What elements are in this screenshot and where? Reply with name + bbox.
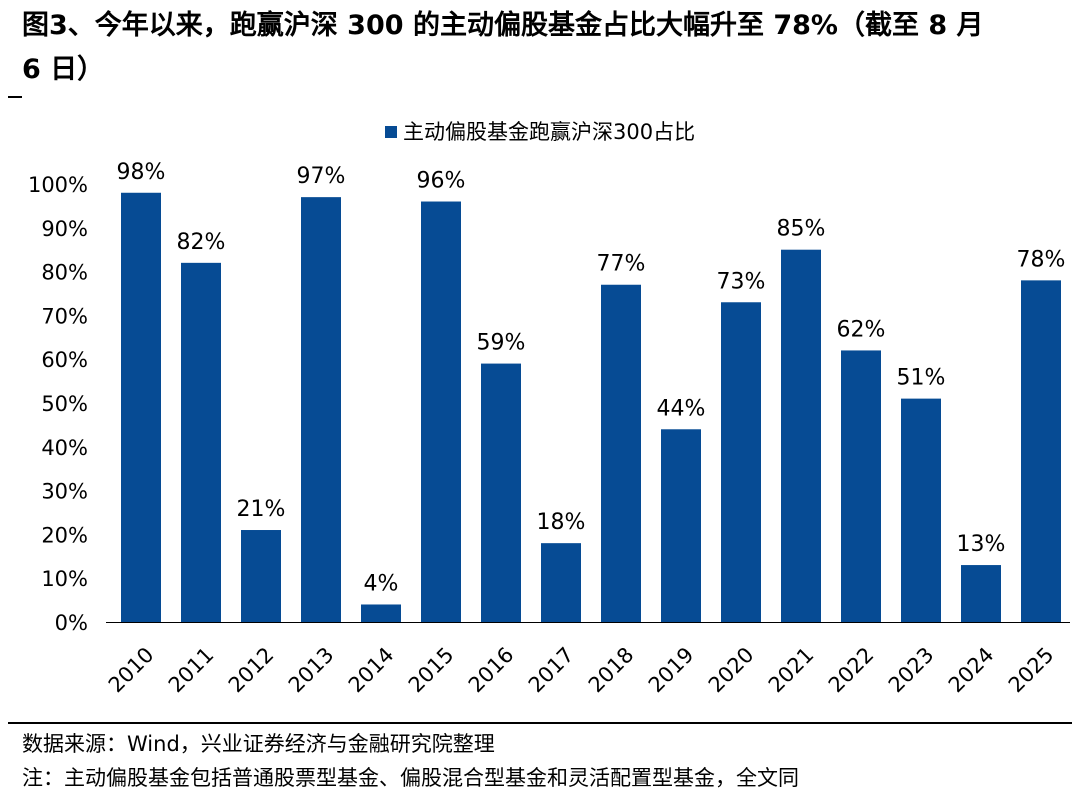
bar-2024	[961, 565, 1001, 622]
data-label-2021: 85%	[777, 217, 826, 242]
bar-2013	[301, 197, 341, 622]
y-tick-label: 50%	[41, 392, 88, 416]
data-label-2025: 78%	[1017, 247, 1066, 272]
footer-rule	[8, 722, 1072, 724]
bar-2025	[1021, 280, 1061, 622]
bar-2019	[661, 429, 701, 622]
figure-title: 图3、今年以来，跑赢沪深 300 的主动偏股基金占比大幅升至 78%（截至 8 …	[22, 4, 1062, 92]
data-label-2019: 44%	[657, 396, 706, 421]
x-tick-label-2024: 2024	[944, 643, 999, 698]
data-label-2023: 51%	[897, 366, 946, 391]
data-label-2020: 73%	[717, 269, 766, 294]
bar-2010	[121, 192, 161, 622]
bar-2023	[901, 398, 941, 622]
bar-2011	[181, 262, 221, 622]
bar-2017	[541, 543, 581, 622]
data-label-2024: 13%	[957, 532, 1006, 557]
y-tick-label: 10%	[41, 567, 88, 591]
title-rule	[8, 96, 22, 98]
x-tick-label-2017: 2017	[524, 643, 579, 698]
y-tick-label: 60%	[41, 348, 88, 372]
x-tick-label-2022: 2022	[824, 643, 879, 698]
y-tick-label: 90%	[41, 217, 88, 241]
y-tick-label: 40%	[41, 436, 88, 460]
x-tick-label-2011: 2011	[164, 643, 219, 698]
y-tick-label: 0%	[55, 611, 88, 635]
data-label-2015: 96%	[417, 169, 466, 194]
x-tick-label-2023: 2023	[884, 643, 939, 698]
legend-swatch	[385, 126, 397, 138]
x-tick-label-2013: 2013	[284, 643, 339, 698]
figure-title-line-1: 图3、今年以来，跑赢沪深 300 的主动偏股基金占比大幅升至 78%（截至 8 …	[22, 10, 984, 41]
bar-2016	[481, 363, 521, 622]
bar-2020	[721, 302, 761, 622]
x-tick-label-2014: 2014	[344, 643, 399, 698]
x-tick-label-2010: 2010	[104, 643, 159, 698]
x-tick-label-2015: 2015	[404, 643, 459, 698]
bar-2014	[361, 604, 401, 622]
data-label-2011: 82%	[177, 230, 226, 255]
x-tick-label-2020: 2020	[704, 643, 759, 698]
figure-title-line-2: 6 日）	[22, 54, 105, 85]
bar-2018	[601, 284, 641, 622]
data-label-2018: 77%	[597, 252, 646, 277]
bar-2012	[241, 530, 281, 622]
bar-2022	[841, 350, 881, 622]
data-label-2022: 62%	[837, 317, 886, 342]
y-tick-label: 70%	[41, 304, 88, 328]
y-tick-label: 30%	[41, 480, 88, 504]
x-tick-label-2019: 2019	[644, 643, 699, 698]
x-tick-label-2021: 2021	[764, 643, 819, 698]
x-tick-label-2018: 2018	[584, 643, 639, 698]
y-tick-label: 100%	[28, 173, 88, 197]
source-note: 数据来源：Wind，兴业证券经济与金融研究院整理	[22, 732, 495, 756]
data-label-2017: 18%	[537, 510, 586, 535]
y-tick-label: 20%	[41, 523, 88, 547]
data-label-2014: 4%	[364, 571, 399, 596]
data-label-2010: 98%	[117, 160, 166, 185]
data-label-2013: 97%	[297, 164, 346, 189]
x-tick-label-2012: 2012	[224, 643, 279, 698]
legend-label: 主动偏股基金跑赢沪深300占比	[403, 120, 695, 144]
definition-note: 注：主动偏股基金包括普通股票型基金、偏股混合型基金和灵活配置型基金，全文同	[22, 766, 799, 790]
x-tick-label-2025: 2025	[1004, 643, 1059, 698]
bar-2015	[421, 201, 461, 622]
bar-2021	[781, 249, 821, 622]
y-tick-label: 80%	[41, 261, 88, 285]
data-label-2016: 59%	[477, 331, 526, 356]
x-tick-label-2016: 2016	[464, 643, 519, 698]
data-label-2012: 21%	[237, 497, 286, 522]
